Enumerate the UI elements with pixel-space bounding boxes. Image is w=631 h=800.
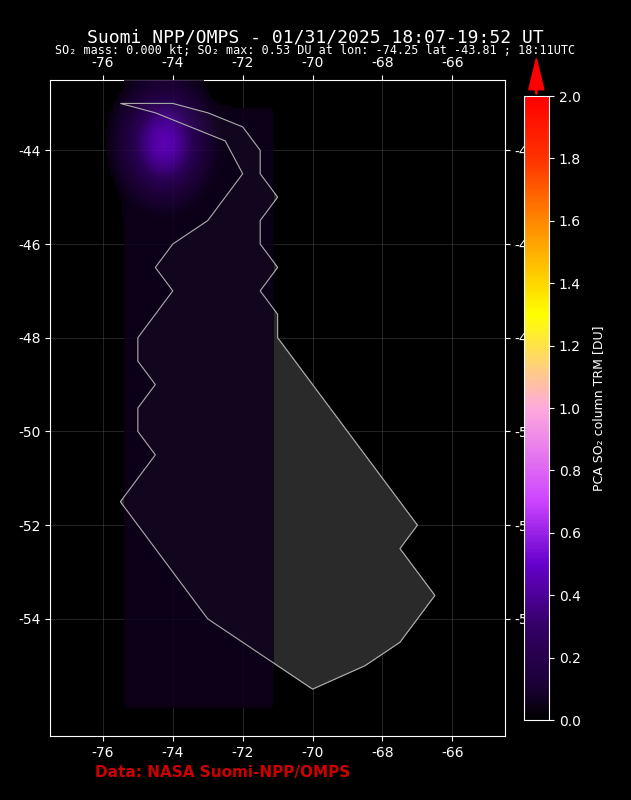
Text: Suomi NPP/OMPS - 01/31/2025 18:07-19:52 UT: Suomi NPP/OMPS - 01/31/2025 18:07-19:52 … xyxy=(87,28,544,46)
Text: Data: NASA Suomi-NPP/OMPS: Data: NASA Suomi-NPP/OMPS xyxy=(95,765,350,780)
Polygon shape xyxy=(529,58,544,90)
Text: SO₂ mass: 0.000 kt; SO₂ max: 0.53 DU at lon: -74.25 lat -43.81 ; 18:11UTC: SO₂ mass: 0.000 kt; SO₂ max: 0.53 DU at … xyxy=(56,44,575,57)
Y-axis label: PCA SO₂ column TRM [DU]: PCA SO₂ column TRM [DU] xyxy=(592,326,605,490)
Polygon shape xyxy=(121,103,435,689)
